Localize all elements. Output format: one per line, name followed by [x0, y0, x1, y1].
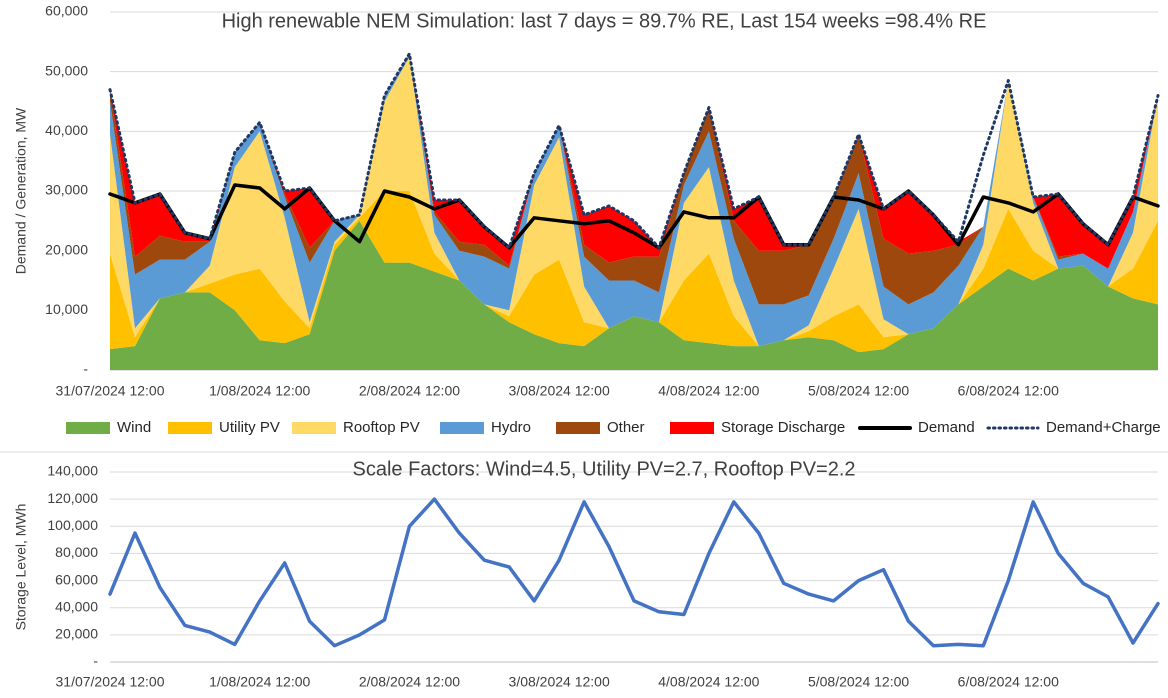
legend-swatch: [66, 422, 110, 434]
x-tick-label: 4/08/2024 12:00: [658, 383, 759, 399]
legend-label: Wind: [117, 419, 151, 436]
y-tick-label: 30,000: [45, 182, 88, 198]
area: [110, 53, 1158, 269]
series-group: [108, 497, 1160, 648]
legend-label: Hydro: [491, 419, 531, 436]
legend-swatch: [168, 422, 212, 434]
x-tick-label: 4/08/2024 12:00: [658, 674, 759, 690]
series-group: [108, 52, 1160, 370]
chart-title: High renewable NEM Simulation: last 7 da…: [222, 10, 987, 32]
y-axis-title: Storage Level, MWh: [13, 504, 29, 631]
line: [108, 183, 1160, 250]
x-tick-label: 5/08/2024 12:00: [808, 674, 909, 690]
y-tick-label: 20,000: [55, 626, 98, 642]
x-tick-label: 31/07/2024 12:00: [56, 383, 165, 399]
x-tick-label: 5/08/2024 12:00: [808, 383, 909, 399]
y-tick-label: 20,000: [45, 241, 88, 257]
x-tick-label: 1/08/2024 12:00: [209, 383, 310, 399]
y-tick-label: 60,000: [55, 571, 98, 587]
y-tick-label: 40,000: [45, 122, 88, 138]
x-tick-label: 2/08/2024 12:00: [359, 674, 460, 690]
plot: [110, 471, 1158, 663]
y-tick-label: 100,000: [47, 517, 98, 533]
legend-swatch: [556, 422, 600, 434]
y-tick-label: 120,000: [47, 490, 98, 506]
chart-title: Scale Factors: Wind=4.5, Utility PV=2.7,…: [352, 458, 855, 480]
x-tick-label: 31/07/2024 12:00: [56, 674, 165, 690]
x-tick-label: 6/08/2024 12:00: [958, 383, 1059, 399]
y-tick-label: -: [83, 361, 88, 377]
legend-swatch: [292, 422, 336, 434]
legend-label: Demand+Charge: [1046, 419, 1161, 436]
y-axis-title: Demand / Generation, MW: [13, 107, 29, 274]
line: [108, 52, 1160, 250]
y-tick-label: -: [93, 653, 98, 669]
legend-label: Other: [607, 419, 645, 436]
x-tick-label: 3/08/2024 12:00: [509, 383, 610, 399]
x-tick-label: 1/08/2024 12:00: [209, 674, 310, 690]
legend-swatch: [670, 422, 714, 434]
line: [108, 497, 1160, 648]
y-tick-label: 40,000: [55, 598, 98, 614]
area: [110, 53, 1158, 347]
legend-label: Demand: [918, 419, 975, 436]
legend-label: Rooftop PV: [343, 419, 420, 436]
legend-label: Utility PV: [219, 419, 280, 436]
legend-swatch: [440, 422, 484, 434]
x-tick-label: 6/08/2024 12:00: [958, 674, 1059, 690]
y-tick-label: 60,000: [45, 3, 88, 19]
y-tick-label: 80,000: [55, 544, 98, 560]
area: [110, 191, 1158, 353]
y-tick-label: 10,000: [45, 301, 88, 317]
x-tick-label: 2/08/2024 12:00: [359, 383, 460, 399]
y-tick-label: 50,000: [45, 62, 88, 78]
y-tick-label: 140,000: [47, 463, 98, 479]
legend: Wind Utility PV Rooftop PV Hydro Other Storag…: [66, 419, 1161, 436]
area: [110, 220, 1158, 370]
x-tick-label: 3/08/2024 12:00: [509, 674, 610, 690]
legend-label: Storage Discharge: [721, 419, 845, 436]
